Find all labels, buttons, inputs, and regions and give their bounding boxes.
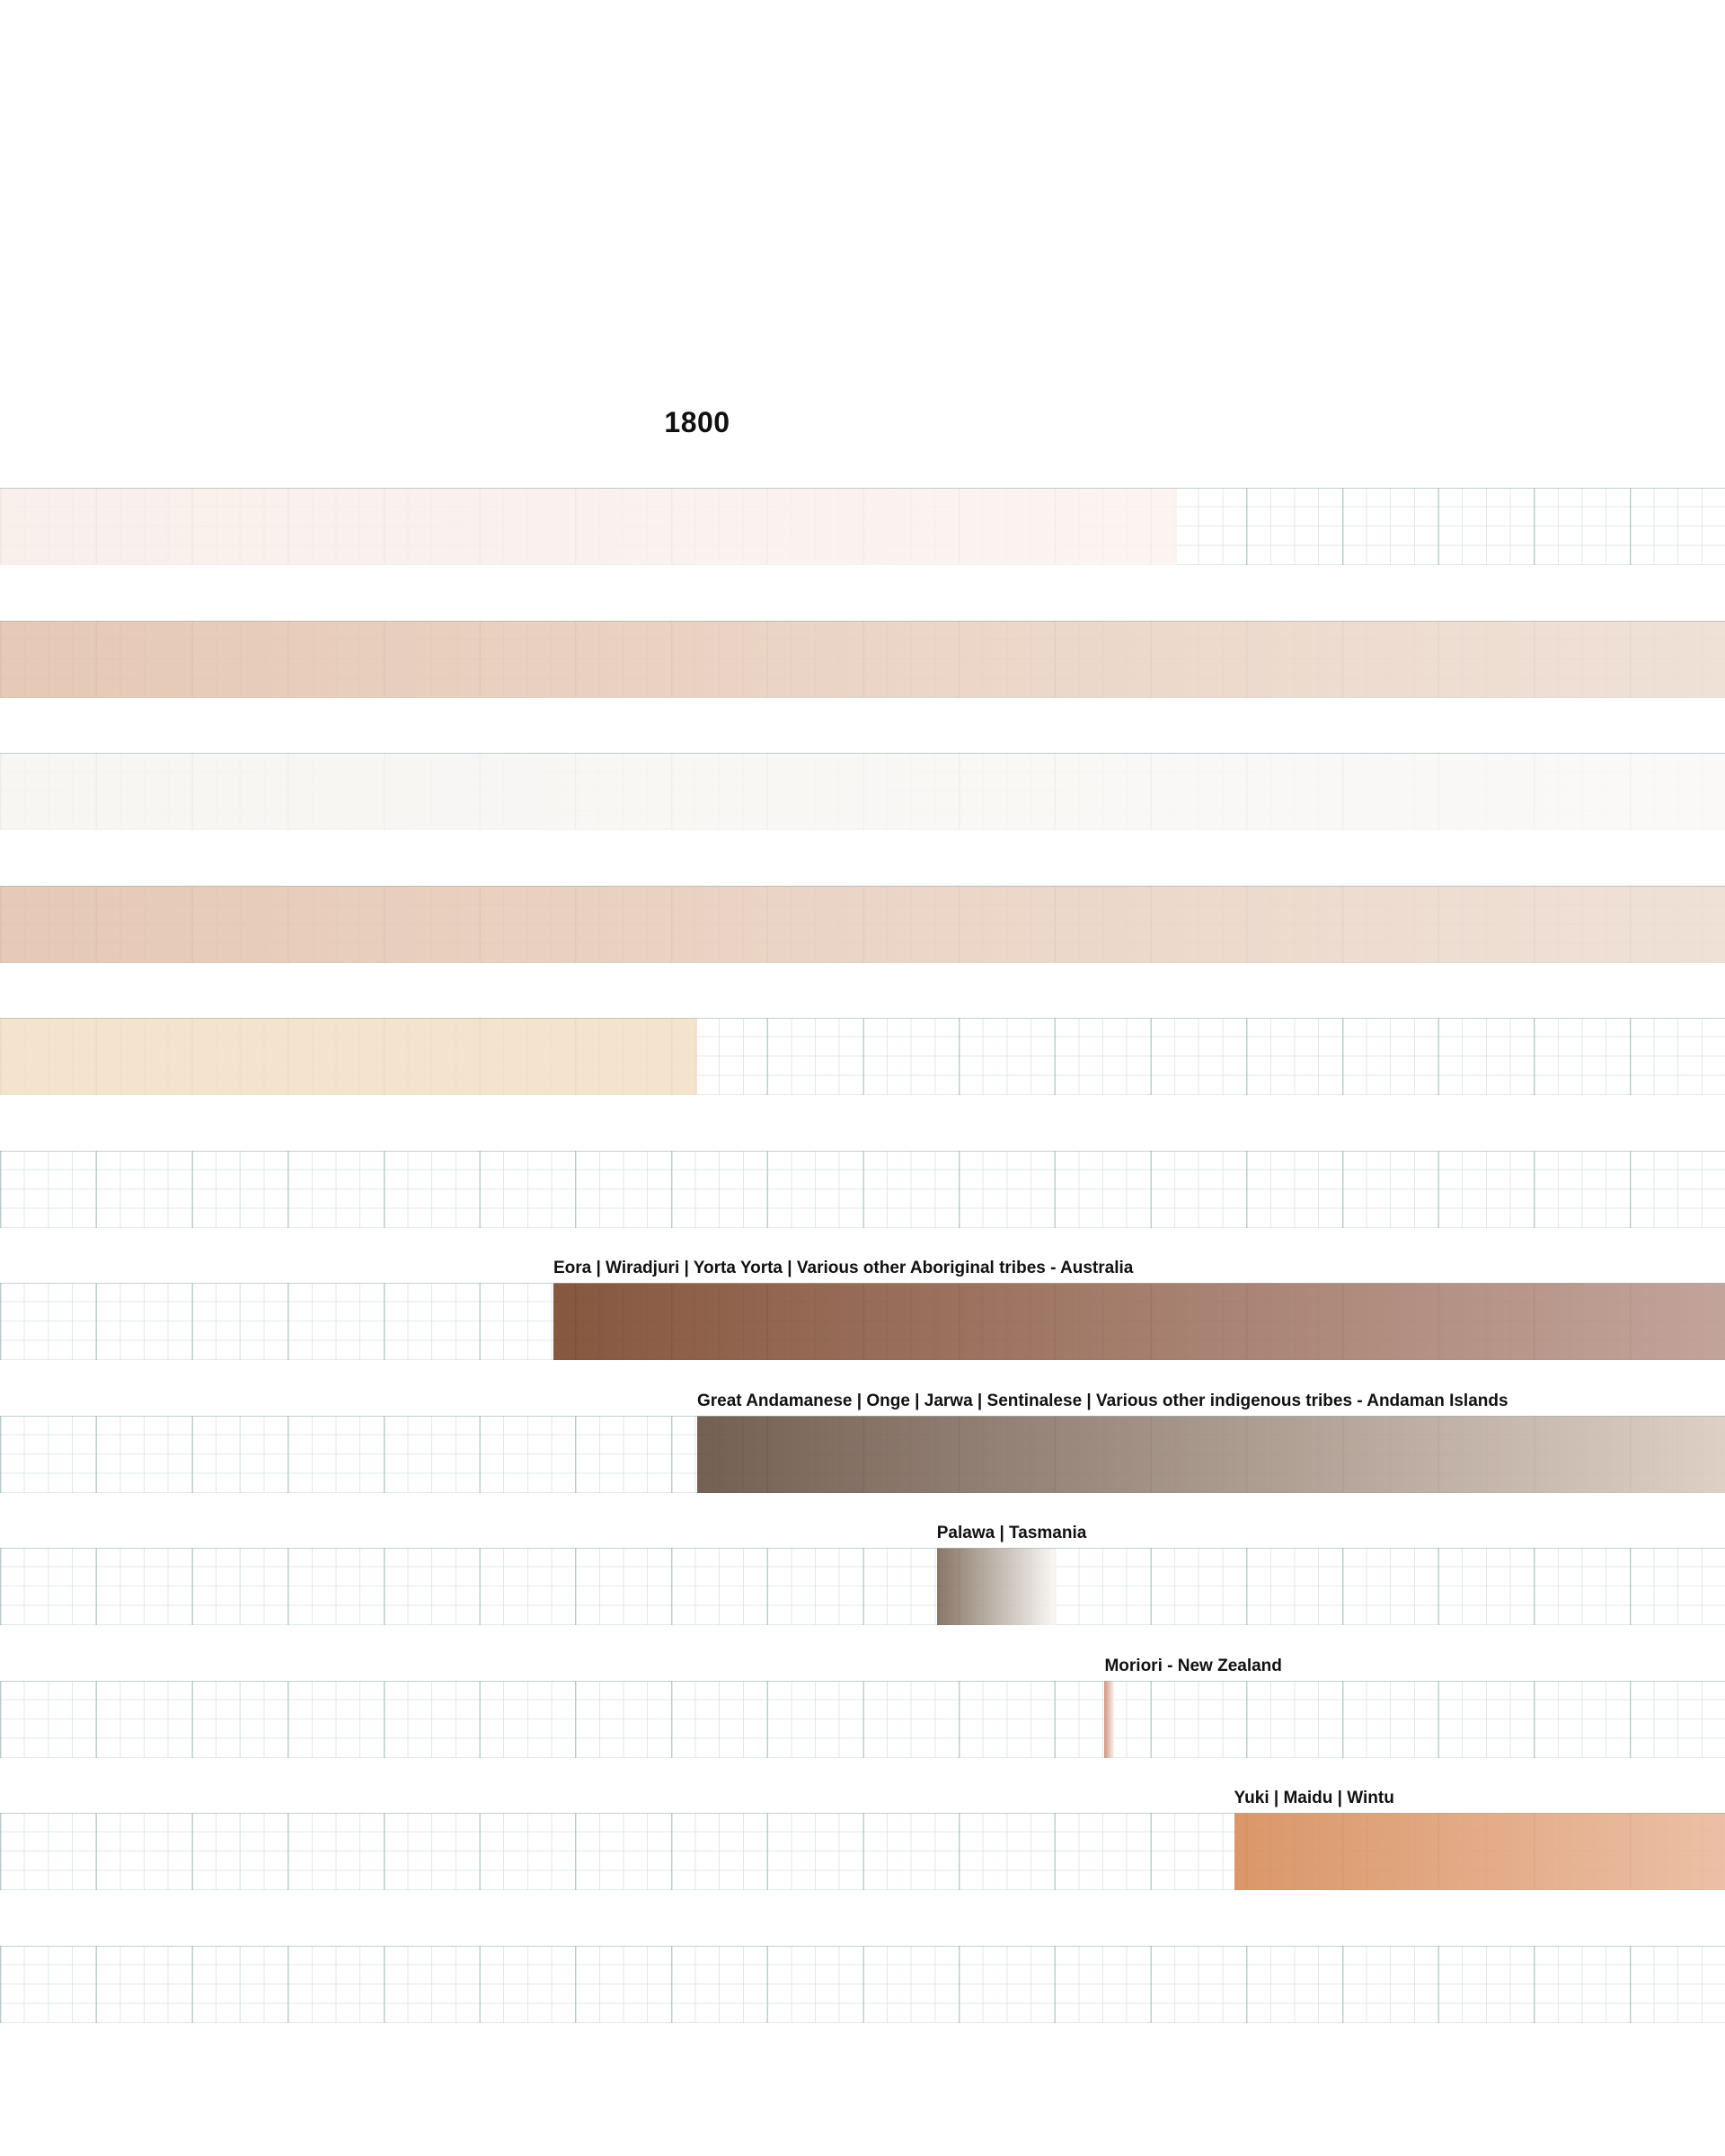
timeline-band (936, 1548, 1057, 1625)
timeline-track (0, 753, 1725, 830)
timeline-track (0, 1018, 1725, 1095)
timeline-track (0, 1813, 1725, 1890)
band-label: Eora | Wiradjuri | Yorta Yorta | Various… (553, 1259, 1134, 1277)
timeline-band (0, 753, 1725, 830)
band-label: Moriori - New Zealand (1104, 1656, 1282, 1675)
timeline-band (0, 1018, 697, 1095)
timeline-track (0, 488, 1725, 565)
timeline-track (0, 1945, 1725, 2023)
timeline-track (0, 1680, 1725, 1758)
timeline-track (0, 1415, 1725, 1493)
timeline-track (0, 620, 1725, 698)
band-label: Palawa | Tasmania (936, 1524, 1087, 1542)
timeline-band (0, 620, 1725, 698)
band-label: Yuki | Maidu | Wintu (1234, 1789, 1394, 1807)
timeline-band (1104, 1680, 1115, 1758)
timeline-track (0, 885, 1725, 963)
timeline-band (697, 1415, 1725, 1493)
timeline-band (553, 1283, 1725, 1360)
timeline-track (0, 1548, 1725, 1625)
band-label: Great Andamanese | Onge | Jarwa | Sentin… (697, 1391, 1508, 1410)
timeline-track (0, 1283, 1725, 1360)
timeline-band (0, 488, 1177, 565)
timeline-band (1234, 1813, 1725, 1890)
year-tick-label: 1800 (664, 406, 730, 438)
timeline-track (0, 1150, 1725, 1228)
timeline-band (0, 885, 1725, 963)
